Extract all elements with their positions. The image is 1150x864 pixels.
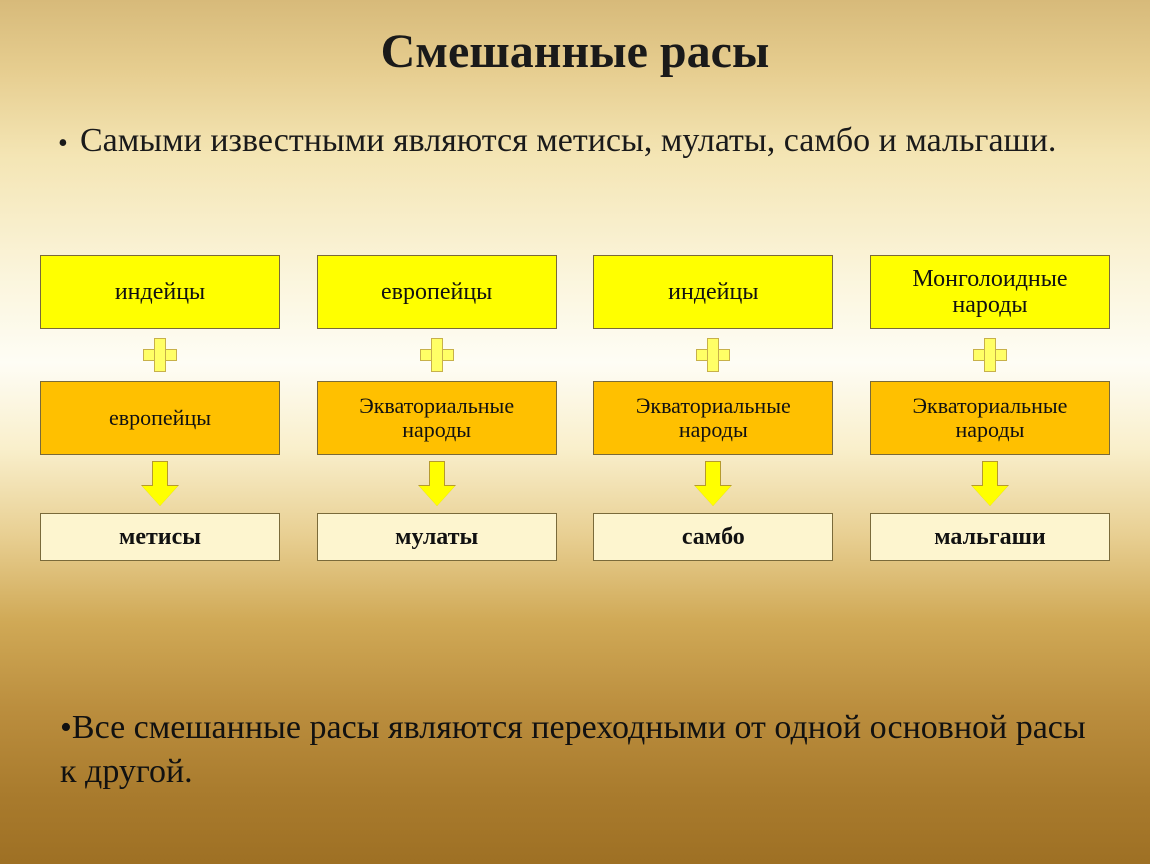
mid-row: европейцы Экваториальные народы Экватори… (40, 381, 1110, 455)
slide-title: Смешанные расы (0, 24, 1150, 79)
top-box-0: индейцы (40, 255, 280, 329)
outro-body: Все смешанные расы являются переходными … (60, 709, 1086, 790)
result-box-3: мальгаши (870, 513, 1110, 561)
result-box-0: метисы (40, 513, 280, 561)
mid-box-1: Экваториальные народы (317, 381, 557, 455)
arrow-down-icon (695, 461, 731, 507)
plus-icon (420, 338, 454, 372)
arrow-down-icon (419, 461, 455, 507)
outro-bullet: • (60, 709, 72, 746)
mid-box-0: европейцы (40, 381, 280, 455)
plus-icon (973, 338, 1007, 372)
intro-text: Самыми известными являются метисы, мулат… (80, 120, 1090, 163)
result-row: метисы мулаты самбо мальгаши (40, 513, 1110, 561)
plus-icon (143, 338, 177, 372)
outro-text: •Все смешанные расы являются переходными… (60, 706, 1100, 794)
result-box-1: мулаты (317, 513, 557, 561)
top-box-3: Монголоидные народы (870, 255, 1110, 329)
plus-icon (696, 338, 730, 372)
top-row: индейцы европейцы индейцы Монголоидные н… (40, 255, 1110, 329)
top-box-2: индейцы (593, 255, 833, 329)
mid-box-3: Экваториальные народы (870, 381, 1110, 455)
plus-row (40, 329, 1110, 381)
bullet-marker: • (58, 128, 68, 160)
mid-box-2: Экваториальные народы (593, 381, 833, 455)
result-box-2: самбо (593, 513, 833, 561)
arrow-row (40, 455, 1110, 513)
top-box-1: европейцы (317, 255, 557, 329)
arrow-down-icon (972, 461, 1008, 507)
diagram: индейцы европейцы индейцы Монголоидные н… (40, 255, 1110, 665)
arrow-down-icon (142, 461, 178, 507)
